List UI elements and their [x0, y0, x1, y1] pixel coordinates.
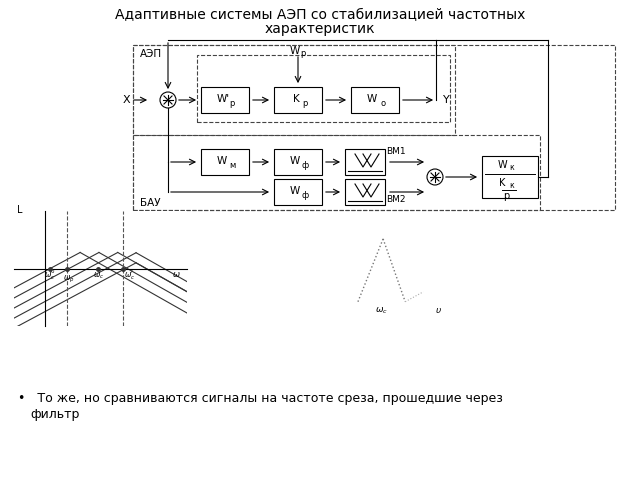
Text: W: W: [290, 156, 300, 166]
Text: ВМ1: ВМ1: [386, 147, 406, 156]
Bar: [274, 87, 322, 113]
Bar: [201, 149, 249, 175]
Text: X: X: [122, 95, 130, 105]
Text: ф: ф: [301, 160, 308, 169]
Circle shape: [427, 169, 443, 185]
Text: p: p: [300, 49, 306, 59]
Text: W': W': [216, 94, 230, 104]
Text: •   То же, но сравниваются сигналы на частоте среза, прошедшие через: • То же, но сравниваются сигналы на част…: [18, 392, 503, 405]
Bar: [274, 179, 322, 205]
Text: $\omega_p$: $\omega_p$: [63, 274, 74, 285]
Text: к: к: [509, 181, 515, 191]
Text: характеристик: характеристик: [265, 22, 375, 36]
Text: K: K: [292, 94, 300, 104]
Bar: [482, 156, 538, 198]
Text: ф: ф: [301, 191, 308, 200]
Text: фильтр: фильтр: [30, 408, 79, 421]
Text: W: W: [367, 94, 377, 104]
Text: K: K: [499, 178, 505, 188]
Bar: [345, 179, 385, 205]
Bar: [197, 55, 450, 122]
Text: Адаптивные системы АЭП со стабилизацией частотных: Адаптивные системы АЭП со стабилизацией …: [115, 8, 525, 22]
Text: p: p: [503, 191, 509, 201]
Bar: [133, 45, 615, 210]
Text: м: м: [229, 160, 235, 169]
Text: Y: Y: [443, 95, 450, 105]
Text: к: к: [509, 164, 515, 172]
Text: $\omega_c^0$: $\omega_c^0$: [44, 267, 56, 282]
Text: L: L: [17, 205, 22, 216]
Text: $\omega$: $\omega$: [172, 270, 181, 279]
Bar: [351, 87, 399, 113]
Text: o: o: [380, 98, 385, 108]
Text: БАУ: БАУ: [140, 198, 161, 208]
Text: АЭП: АЭП: [140, 49, 162, 59]
Text: W: W: [497, 160, 507, 170]
Text: $\omega_c$: $\omega_c$: [374, 306, 388, 316]
Text: $\omega_c'$: $\omega_c'$: [124, 268, 135, 282]
Bar: [133, 45, 455, 135]
Text: p: p: [229, 98, 235, 108]
Text: $\omega_c$: $\omega_c$: [93, 270, 104, 281]
Bar: [274, 149, 322, 175]
Bar: [201, 87, 249, 113]
Circle shape: [160, 92, 176, 108]
Text: W: W: [217, 156, 227, 166]
Bar: [345, 149, 385, 175]
Text: W: W: [290, 186, 300, 196]
Bar: [133, 135, 540, 210]
Text: $\upsilon$: $\upsilon$: [435, 306, 442, 315]
Text: p: p: [302, 98, 308, 108]
Text: W: W: [290, 46, 300, 56]
Text: ВМ2: ВМ2: [386, 195, 406, 204]
